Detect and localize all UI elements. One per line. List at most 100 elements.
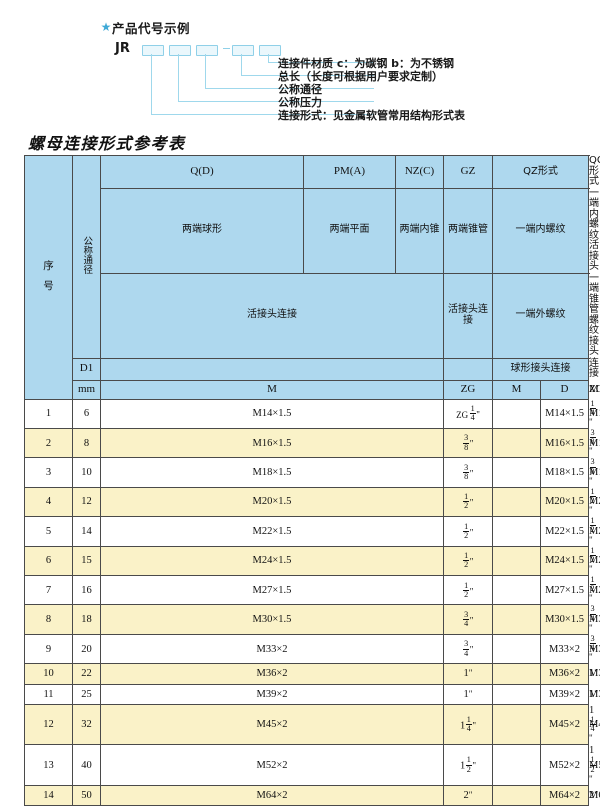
inch-mark: " — [469, 468, 474, 479]
inch-mark: " — [469, 497, 474, 508]
code-prefix-jr: JR — [115, 41, 130, 56]
table-title: 螺母连接形式参考表 — [28, 134, 186, 153]
cell-thread-m-merged: M45×2 — [100, 703, 444, 746]
leader-line-h-1 — [151, 114, 374, 116]
size-whole: 1 — [589, 704, 595, 716]
cell-seq: 14 — [24, 784, 73, 806]
inch-mark: " — [469, 439, 474, 450]
fraction-numerator: 1 — [589, 755, 596, 766]
inch-mark: " — [589, 505, 593, 516]
fraction-denominator: 2 — [466, 764, 471, 774]
fraction-denominator: 8 — [590, 437, 595, 447]
fraction-denominator: 4 — [590, 407, 595, 417]
code-box-3 — [196, 45, 218, 56]
fraction-numerator: 1 — [463, 521, 470, 532]
table-header: 序 号 公称通径 Q(D) PM(A) NZ(C) GZ QZ形式 QG形式 两… — [24, 155, 600, 400]
cell-nominal-diameter: 40 — [72, 744, 101, 786]
inch-mark: " — [589, 652, 593, 663]
cell-thread-m-merged: M36×2 — [100, 663, 444, 685]
cell-qz-d: M24×1.5 — [539, 545, 590, 577]
fraction-numerator: 1 — [589, 486, 596, 497]
cell-nominal-diameter: 12 — [72, 486, 101, 518]
inch-mark: " — [469, 615, 474, 626]
cell-qz-d: M20×1.5 — [539, 486, 590, 518]
cell-seq: 12 — [24, 703, 73, 746]
cell-seq: 6 — [24, 545, 73, 577]
header-row-d1: D1 球形接头连接 连接 — [25, 357, 599, 381]
cell-qz-d: M52×2 — [539, 744, 590, 786]
fraction-numerator: 3 — [463, 433, 470, 444]
cell-gz-zg: 1" — [443, 663, 493, 685]
cell-seq: 11 — [24, 683, 73, 705]
cell-gz-zg: 3 8 " — [443, 427, 493, 459]
leader-line-h-5 — [268, 62, 374, 64]
cell-nominal-diameter: 25 — [72, 683, 101, 705]
cell-thread-m-merged: M22×1.5 — [100, 516, 444, 547]
cell-qz-m — [492, 427, 541, 459]
inch-mark: " — [589, 416, 593, 427]
cell-thread-m-merged: M16×1.5 — [100, 427, 444, 459]
inch-mark: " — [594, 789, 598, 800]
header-d1: D1 — [72, 357, 101, 381]
header-col-m-qz: M — [492, 379, 541, 400]
cell-seq: 13 — [24, 744, 73, 786]
leader-line-v-4 — [241, 54, 243, 76]
fraction-denominator: 4 — [466, 724, 471, 734]
zg-prefix: ZG — [456, 409, 469, 420]
fraction-denominator: 2 — [590, 525, 595, 535]
cell-gz-zg: 3 4 " — [443, 633, 493, 665]
fraction-numerator: 1 — [589, 545, 596, 556]
fraction-numerator: 1 — [463, 551, 470, 562]
header-d1-qz: 球形接头连接 — [491, 357, 590, 381]
header-d1-blank-gz — [443, 357, 493, 381]
size-whole: 1 — [589, 745, 595, 757]
leader-line-v-2 — [178, 54, 180, 102]
cell-qz-m — [492, 683, 541, 705]
cell-thread-m-merged: M20×1.5 — [100, 486, 444, 518]
header-group-qz: QZ形式 — [491, 155, 590, 189]
inch-mark: " — [589, 622, 593, 633]
inch-mark: " — [476, 409, 480, 420]
header-desc2-qpmnz: 活接头连接 — [100, 272, 444, 359]
cell-qz-d: M64×2 — [539, 784, 590, 806]
header-group-nzc: NZ(C) — [395, 155, 444, 189]
code-note-pressure: 公称压力 — [278, 96, 322, 109]
leader-line-v-1 — [151, 54, 153, 115]
header-group-gz: GZ — [443, 155, 493, 189]
cell-qz-m — [492, 744, 541, 786]
cell-gz-zg: 1" — [443, 683, 493, 705]
cell-gz-zg: 1 2 " — [443, 486, 493, 518]
cell-qz-m — [492, 516, 541, 547]
cell-thread-m-merged: M18×1.5 — [100, 457, 444, 488]
cell-qz-d: M39×2 — [539, 683, 590, 705]
fraction-numerator: 1 — [589, 398, 596, 409]
cell-qz-m — [492, 457, 541, 488]
fraction-denominator: 8 — [464, 472, 469, 482]
header-desc-qz: 一端内螺纹 — [491, 187, 590, 274]
cell-thread-m-merged: M27×1.5 — [100, 575, 444, 606]
cell-qz-d: M14×1.5 — [539, 398, 590, 429]
fraction-denominator: 8 — [464, 442, 469, 452]
cell-seq: 7 — [24, 575, 73, 606]
cell-seq: 3 — [24, 457, 73, 488]
cell-seq: 10 — [24, 663, 73, 685]
fraction-numerator: 3 — [589, 427, 596, 439]
cell-qz-d: M22×1.5 — [539, 516, 590, 547]
cell-nominal-diameter: 8 — [72, 427, 101, 459]
cell-qz-m — [492, 703, 541, 746]
cell-nominal-diameter: 14 — [72, 516, 101, 547]
header-col-d-qz: D — [539, 379, 590, 400]
